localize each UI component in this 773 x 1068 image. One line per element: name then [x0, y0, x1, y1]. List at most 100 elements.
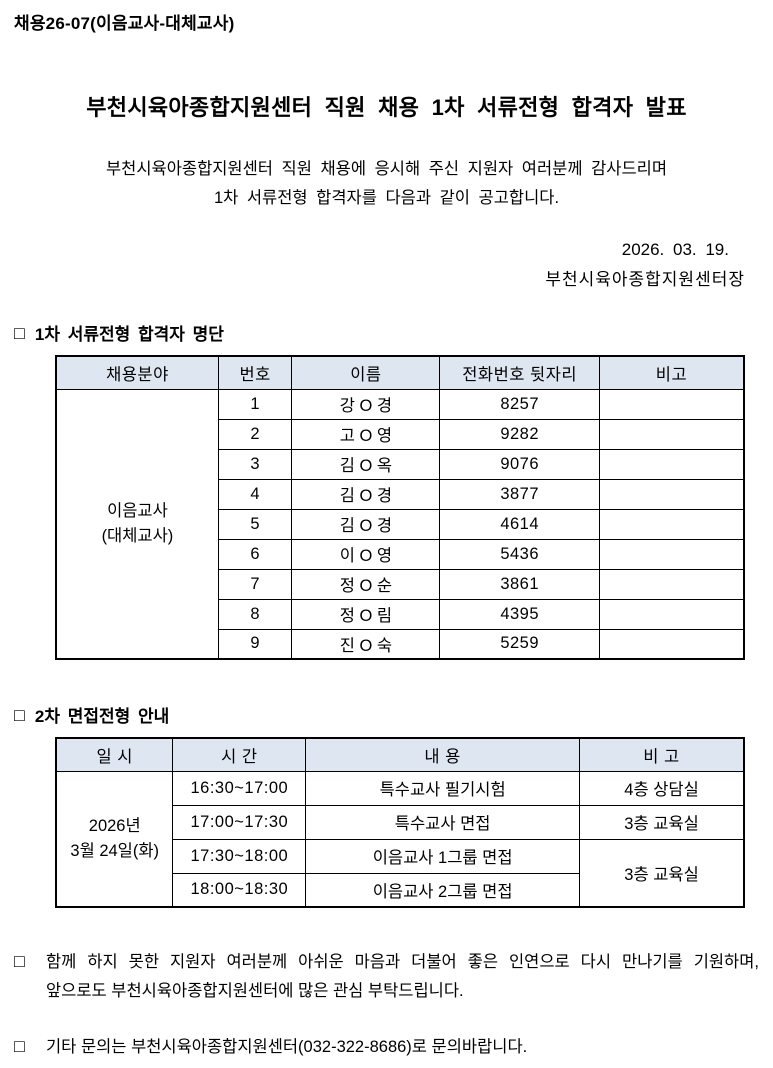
column-header: 번호 — [217, 355, 293, 390]
cell-time: 18:00~18:30 — [172, 872, 307, 908]
cell-time: 17:30~18:00 — [172, 838, 307, 874]
cell-number: 9 — [217, 628, 293, 660]
section-heading-interview-info: □ 2차 면접전형 안내 — [14, 702, 759, 727]
pass-list-table-body: 이음교사 (대체교사) 1 강 O 경 8257 2 고 O 영 9282 3 김 O 옥 9076… — [55, 388, 745, 660]
cell-location: 3층 교육실 — [579, 838, 745, 908]
cell-phone-suffix: 5259 — [439, 628, 600, 660]
cell-phone-suffix: 3861 — [439, 568, 600, 600]
column-header: 내 용 — [305, 737, 581, 772]
cell-note — [598, 598, 745, 630]
square-bullet-icon: □ — [14, 704, 25, 725]
cell-phone-suffix: 8257 — [439, 388, 600, 420]
interview-schedule-table-body: 2026년 3월 24일(화) 16:30~17:00 특수교사 필기시험 4층 상담실… — [55, 770, 745, 908]
closing-line-1: 함께 하지 못한 지원자 여러분께 아쉬운 마음과 더불어 좋은 인연으로 다시… — [46, 953, 759, 971]
cell-time: 16:30~17:00 — [172, 770, 307, 806]
closing-paragraph: □ 함께 하지 못한 지원자 여러분께 아쉬운 마음과 더불어 좋은 인연으로 … — [14, 948, 759, 1006]
intro-paragraph: 부천시육아종합지원센터 직원 채용에 응시해 주신 지원자 여러분께 감사드리며… — [14, 155, 759, 213]
pass-list-table: 채용분야 번호 이름 전화번호 뒷자리 비고 이음교사 (대체교사) 1 강 O 경 8257 2… — [55, 355, 745, 660]
interview-date-line-1: 2026년 — [88, 816, 141, 835]
column-header: 시 간 — [172, 737, 307, 772]
cell-phone-suffix: 3877 — [439, 478, 600, 510]
interview-date-line-2: 3월 24일(화) — [70, 841, 160, 860]
interview-schedule-row: 17:30~18:00 이음교사 1그룹 면접 3층 교육실 — [56, 838, 745, 908]
intro-line-1: 부천시육아종합지원센터 직원 채용에 응시해 주신 지원자 여러분께 감사드리며 — [105, 160, 668, 178]
cell-number: 6 — [217, 538, 293, 570]
cell-number: 1 — [217, 388, 293, 420]
cell-name: 김 O 옥 — [291, 448, 441, 480]
job-category-line-2: (대체교사) — [101, 526, 174, 545]
section-heading-pass-list-label: 1차 서류전형 합격자 명단 — [34, 325, 224, 344]
signature-director: 부천시육아종합지원센터장 — [545, 270, 745, 289]
section-heading-pass-list: □ 1차 서류전형 합격자 명단 — [14, 320, 759, 345]
column-header: 채용분야 — [55, 355, 219, 390]
cell-name: 진 O 숙 — [291, 628, 441, 660]
cell-name: 김 O 경 — [291, 508, 441, 540]
closing-line-2: 앞으로도 부천시육아종합지원센터에 많은 관심 부탁드립니다. — [46, 982, 464, 1000]
cell-number: 4 — [217, 478, 293, 510]
doc-title: 부천시육아종합지원센터 직원 채용 1차 서류전형 합격자 발표 — [86, 95, 687, 120]
square-bullet-icon: □ — [14, 322, 25, 343]
cell-content: 이음교사 1그룹 면접 — [305, 838, 581, 874]
cell-location: 4층 상담실 — [579, 770, 745, 806]
cell-content: 이음교사 2그룹 면접 — [305, 872, 581, 908]
cell-content: 특수교사 면접 — [305, 804, 581, 840]
cell-time: 17:00~17:30 — [172, 804, 307, 840]
cell-content: 특수교사 필기시험 — [305, 770, 581, 806]
pass-list-row: 이음교사 (대체교사) 1 강 O 경 8257 — [55, 388, 745, 660]
interview-schedule-row: 17:00~17:30 특수교사 면접 3층 교육실 — [56, 804, 745, 840]
square-bullet-icon: □ — [14, 951, 25, 971]
cell-name: 강 O 경 — [291, 388, 441, 420]
column-header: 이름 — [291, 355, 441, 390]
column-header: 비 고 — [579, 737, 745, 772]
section-heading-interview-info-label: 2차 면접전형 안내 — [34, 707, 170, 726]
cell-name: 고 O 영 — [291, 418, 441, 450]
cell-note — [598, 568, 745, 600]
cell-number: 2 — [217, 418, 293, 450]
cell-number: 5 — [217, 508, 293, 540]
pass-list-header-row: 채용분야 번호 이름 전화번호 뒷자리 비고 — [55, 355, 745, 390]
column-header: 전화번호 뒷자리 — [439, 355, 600, 390]
cell-phone-suffix: 4395 — [439, 598, 600, 630]
doc-reference-number: 채용26-07(이음교사-대체교사) — [14, 14, 235, 33]
cell-note — [598, 508, 745, 540]
cell-note — [598, 628, 745, 660]
column-header: 일 시 — [55, 737, 174, 772]
closing-paragraph-text: 함께 하지 못한 지원자 여러분께 아쉬운 마음과 더불어 좋은 인연으로 다시… — [46, 948, 759, 1006]
interview-schedule-row: 2026년 3월 24일(화) 16:30~17:00 특수교사 필기시험 4층 상담실 — [55, 770, 745, 908]
cell-number: 8 — [217, 598, 293, 630]
cell-note — [598, 478, 745, 510]
cell-note — [598, 448, 745, 480]
column-header: 비고 — [598, 355, 745, 390]
announcement-date: 2026. 03. 19. — [621, 240, 729, 259]
cell-phone-suffix: 9076 — [439, 448, 600, 480]
cell-number: 3 — [217, 448, 293, 480]
interview-date-cell: 2026년 3월 24일(화) — [55, 770, 174, 908]
cell-note — [598, 418, 745, 450]
square-bullet-icon: □ — [14, 1036, 25, 1056]
cell-name: 이 O 영 — [291, 538, 441, 570]
cell-phone-suffix: 4614 — [439, 508, 600, 540]
cell-name: 정 O 순 — [291, 568, 441, 600]
cell-phone-suffix: 5436 — [439, 538, 600, 570]
contact-paragraph: □ 기타 문의는 부천시육아종합지원센터(032-322-8686)로 문의바랍… — [14, 1033, 759, 1062]
interview-schedule-row: 18:00~18:30 이음교사 2그룹 면접 — [56, 872, 744, 908]
cell-note — [598, 388, 745, 420]
cell-number: 7 — [217, 568, 293, 600]
cell-phone-suffix: 9282 — [439, 418, 600, 450]
cell-name: 김 O 경 — [291, 478, 441, 510]
cell-location: 3층 교육실 — [579, 804, 745, 840]
cell-note — [598, 538, 745, 570]
job-category-cell: 이음교사 (대체교사) — [55, 388, 219, 660]
job-category-line-1: 이음교사 — [107, 501, 168, 520]
contact-paragraph-text: 기타 문의는 부천시육아종합지원센터(032-322-8686)로 문의바랍니다… — [46, 1038, 528, 1056]
cell-name: 정 O 림 — [291, 598, 441, 630]
intro-line-2: 1차 서류전형 합격자를 다음과 같이 공고합니다. — [213, 189, 560, 207]
